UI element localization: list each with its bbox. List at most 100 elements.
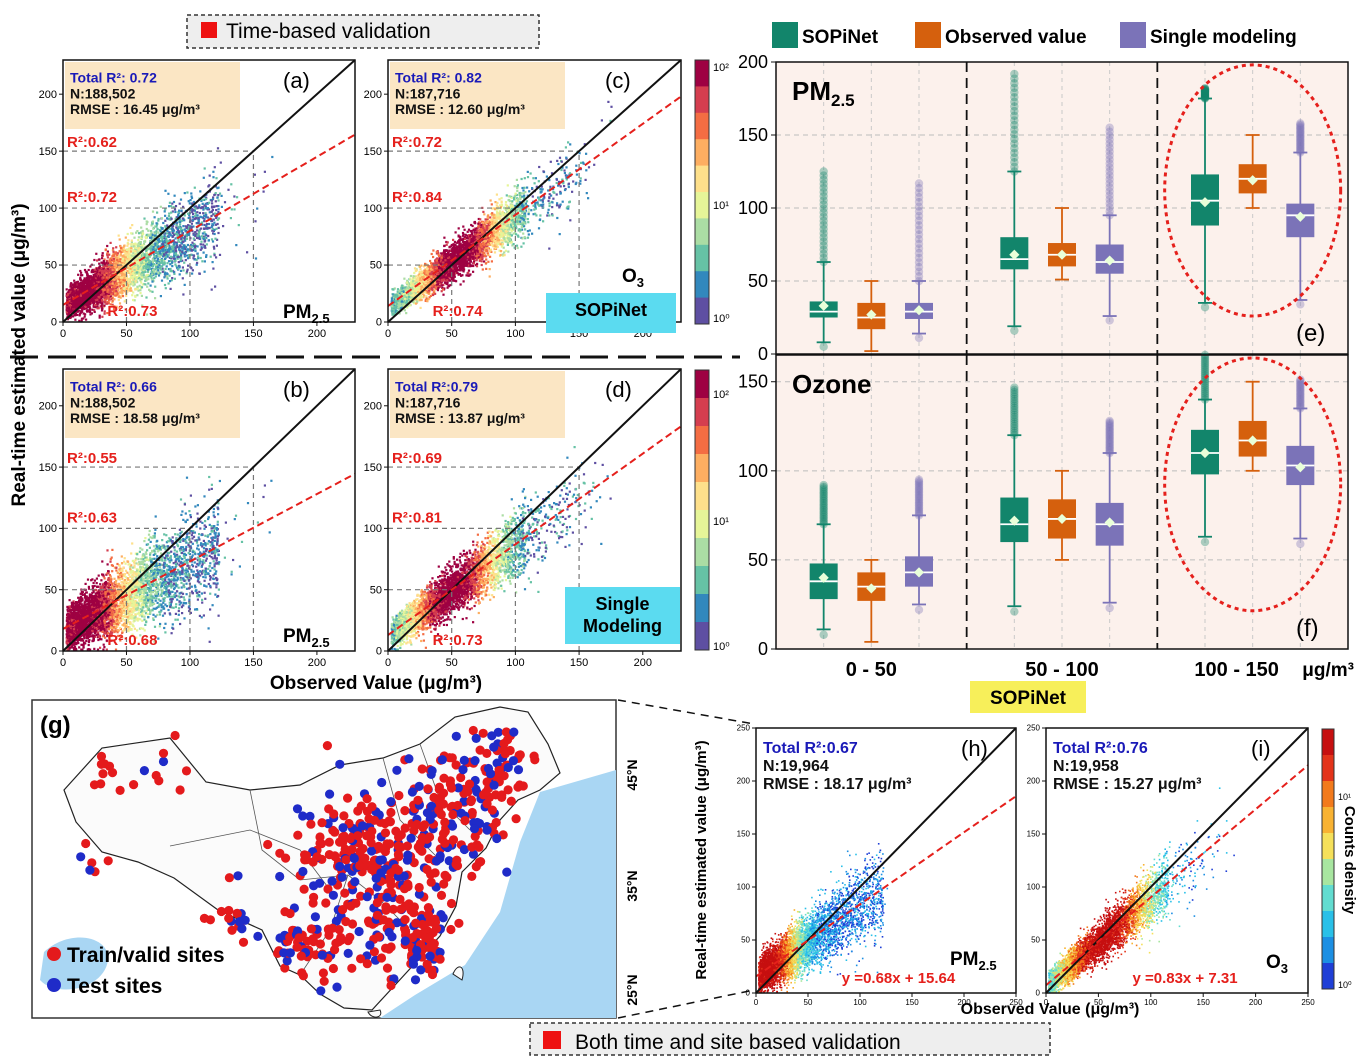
scatter-point [217,226,220,229]
scatter-point [212,176,215,179]
scatter-point [108,253,111,256]
scatter-point [130,250,133,253]
scatter-point [164,275,167,278]
scatter-point [105,293,108,296]
scatter-point [137,242,141,245]
scatter-point [200,246,203,249]
scatter-point [178,246,181,249]
scatter-point [123,279,126,282]
scatter-point [96,307,99,310]
scatter-point [233,208,236,211]
scatter-point [186,257,190,260]
scatter-point [113,285,117,289]
scatter-point [191,241,194,244]
scatter-point [80,319,83,322]
scatter-point [135,257,138,260]
scatter-point [111,249,114,252]
scatter-point [134,295,137,298]
scatter-point [131,224,134,227]
scatter-point [199,243,203,246]
scatter-point [167,268,170,271]
scatter-point [129,276,132,279]
scatter-point [202,251,205,254]
scatter-point [81,274,84,277]
scatter-point [163,210,166,213]
scatter-point [186,248,189,251]
scatter-point [160,265,163,268]
scatter-point [141,233,144,237]
scatter-point [191,229,194,233]
scatter-point [159,230,162,233]
scatter-point [104,248,107,252]
scatter-point [161,238,164,241]
scatter-point [129,226,132,229]
scatter-point [194,215,197,218]
scatter-point [83,284,86,287]
scatter-point [112,259,115,262]
scatter-point [169,263,172,266]
scatter-point [215,177,218,180]
scatter-point [140,277,143,280]
scatter-point [201,202,204,205]
scatter-point [153,231,156,234]
scatter-point [531,232,534,235]
scatter-point [116,286,119,289]
scatter-point [70,293,73,297]
scatter-point [558,156,562,159]
x-tick-label: 0 [60,328,66,340]
scatter-point [72,315,75,318]
scatter-point [88,310,91,313]
scatter-point [169,287,172,290]
scatter-point [183,192,186,195]
scatter-point [210,225,213,229]
scatter-point [137,236,140,239]
scatter-point [83,299,86,302]
scatter-point [144,283,147,286]
scatter-point [86,273,89,276]
scatter-point [145,250,148,253]
scatter-point [205,236,208,239]
scatter-point [217,217,221,220]
scatter-point [91,308,94,311]
scatter-point [78,319,81,322]
scatter-point [90,312,93,315]
scatter-point [150,230,153,233]
scatter-point [112,288,116,292]
segment-r2: R²:0.73 [107,303,157,320]
scatter-point [152,227,155,230]
scatter-point [205,255,208,258]
scatter-point [121,249,124,252]
scatter-point [139,268,142,271]
scatter-point [126,232,129,236]
scatter-point [256,207,259,210]
scatter-point [115,289,118,293]
scatter-point [168,205,171,208]
scatter-point [155,272,158,275]
scatter-point [121,274,124,277]
scatter-point [171,210,174,213]
top-header-title: Time-based validation [226,20,431,43]
scatter-point [101,299,104,302]
scatter-point [211,223,214,226]
scatter-point [113,263,116,266]
scatter-point [183,214,186,217]
scatter-point [166,217,169,220]
scatter-point [180,253,183,256]
scatter-point [172,206,175,209]
scatter-point [165,265,168,268]
scatter-point [192,254,196,257]
scatter-point [87,268,90,272]
scatter-point [169,251,172,254]
scatter-point [173,234,176,237]
scatter-point [156,227,159,230]
scatter-point [216,222,219,226]
scatter-point [93,300,96,303]
scatter-point [152,253,155,256]
scatter-point [182,244,186,247]
scatter-point [93,268,96,271]
scatter-point [159,295,162,298]
scatter-point [111,305,114,308]
segment-r2: R²:0.72 [67,189,117,206]
scatter-point [199,190,202,193]
